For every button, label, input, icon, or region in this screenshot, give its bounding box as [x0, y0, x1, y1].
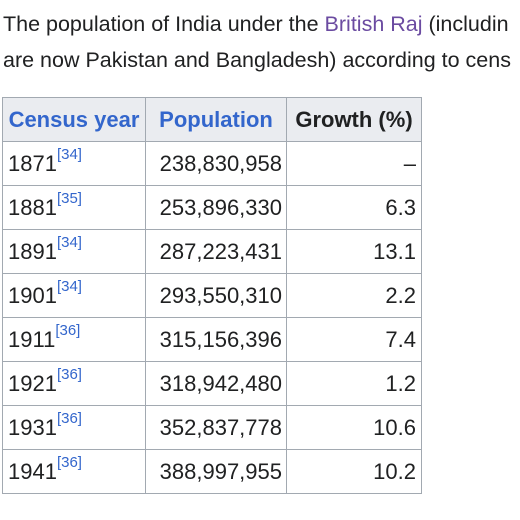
intro-text-after-link: (includin: [422, 12, 509, 36]
reference-link[interactable]: [34]: [56, 278, 82, 296]
year-value: 1931: [8, 414, 57, 440]
growth-header: Growth (%): [286, 97, 422, 142]
year-cell: 1941[36]: [2, 449, 146, 494]
year-value: 1891: [8, 238, 57, 264]
reference-link[interactable]: [34]: [56, 146, 82, 164]
table-row: 1891[34] 287,223,431 13.1: [2, 229, 422, 274]
intro-paragraph: The population of India under the Britis…: [3, 6, 520, 78]
year-cell: 1871[34]: [2, 141, 146, 186]
year-value: 1911: [8, 326, 56, 352]
population-cell: 352,837,778: [145, 405, 287, 450]
year-value: 1941: [8, 458, 57, 484]
growth-cell: 13.1: [286, 229, 422, 274]
year-value: 1901: [8, 282, 57, 308]
year-cell: 1911[36]: [2, 317, 146, 362]
british-raj-link[interactable]: British Raj: [324, 12, 423, 36]
year-cell: 1891[34]: [2, 229, 146, 274]
year-cell: 1881[35]: [2, 185, 146, 230]
table-row: 1881[35] 253,896,330 6.3: [2, 185, 422, 230]
population-cell: 315,156,396: [145, 317, 287, 362]
population-cell: 293,550,310: [145, 273, 287, 318]
table-row: 1901[34] 293,550,310 2.2: [2, 273, 422, 318]
intro-line-1: The population of India under the Britis…: [3, 6, 520, 42]
population-cell: 238,830,958: [145, 141, 287, 186]
growth-cell: 10.6: [286, 405, 422, 450]
table-row: 1911[36] 315,156,396 7.4: [2, 317, 422, 362]
year-value: 1921: [8, 370, 57, 396]
growth-cell: –: [286, 141, 422, 186]
intro-text-before-link: The population of India under the: [3, 12, 325, 36]
table-header-row: Census year Population Growth (%): [2, 97, 422, 142]
table-row: 1941[36] 388,997,955 10.2: [2, 449, 422, 494]
table-row: 1921[36] 318,942,480 1.2: [2, 361, 422, 406]
reference-link[interactable]: [36]: [55, 322, 81, 340]
year-cell: 1901[34]: [2, 273, 146, 318]
reference-link[interactable]: [36]: [56, 366, 82, 384]
table-row: 1871[34] 238,830,958 –: [2, 141, 422, 186]
growth-cell: 2.2: [286, 273, 422, 318]
population-header[interactable]: Population: [145, 97, 287, 142]
table-row: 1931[36] 352,837,778 10.6: [2, 405, 422, 450]
growth-cell: 1.2: [286, 361, 422, 406]
census-year-header[interactable]: Census year: [2, 97, 146, 142]
population-cell: 253,896,330: [145, 185, 287, 230]
year-value: 1881: [8, 194, 57, 220]
population-cell: 287,223,431: [145, 229, 287, 274]
year-cell: 1921[36]: [2, 361, 146, 406]
reference-link[interactable]: [36]: [56, 454, 82, 472]
reference-link[interactable]: [35]: [56, 190, 82, 208]
census-table: Census year Population Growth (%) 1871[3…: [2, 97, 422, 494]
growth-cell: 7.4: [286, 317, 422, 362]
growth-cell: 6.3: [286, 185, 422, 230]
population-cell: 388,997,955: [145, 449, 287, 494]
growth-cell: 10.2: [286, 449, 422, 494]
year-cell: 1931[36]: [2, 405, 146, 450]
reference-link[interactable]: [34]: [56, 234, 82, 252]
population-cell: 318,942,480: [145, 361, 287, 406]
reference-link[interactable]: [36]: [56, 410, 82, 428]
intro-line-2: are now Pakistan and Bangladesh) accordi…: [3, 48, 511, 72]
year-value: 1871: [8, 150, 57, 176]
